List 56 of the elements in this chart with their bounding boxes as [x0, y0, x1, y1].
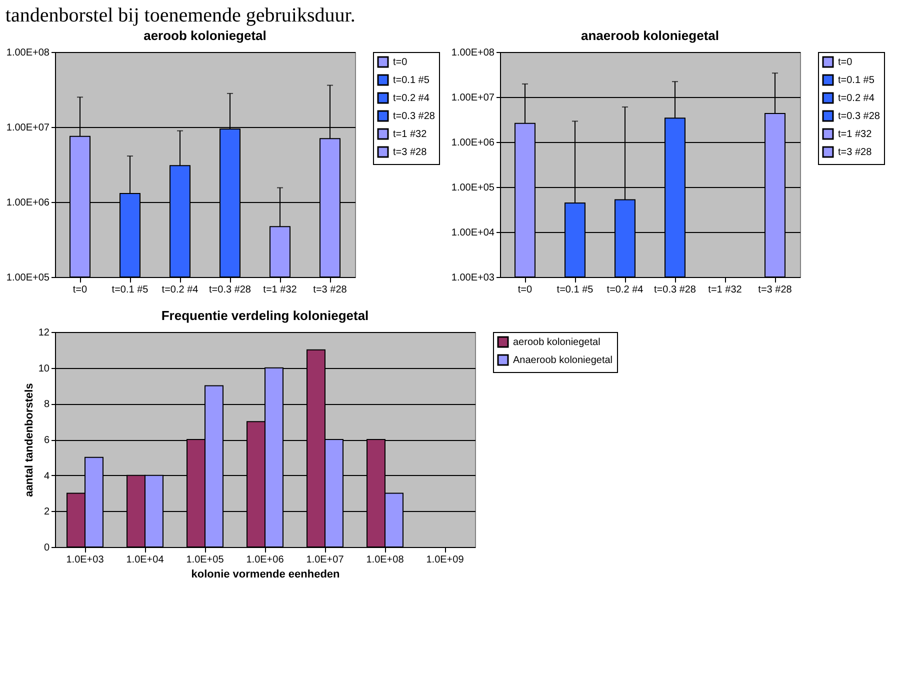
- x-tick-label: t=0: [72, 284, 88, 296]
- x-tick-label: 1.0E+06: [246, 554, 284, 566]
- y-tick-label: 0: [44, 542, 50, 554]
- y-tick-label: 1.00E+06: [451, 138, 495, 148]
- x-tick-label: 1.0E+04: [126, 554, 164, 566]
- x-tick-label: t=0.3 #28: [209, 284, 252, 296]
- y-tick-label: 1.00E+05: [6, 272, 50, 284]
- chart-title: anaeroob koloniegetal: [581, 28, 719, 43]
- y-tick-label: 8: [44, 399, 50, 410]
- legend-label: t=0.2 #4: [838, 93, 875, 104]
- chart-title: Frequentie verdeling koloniegetal: [161, 308, 369, 323]
- x-tick-label: t=3 #28: [313, 284, 348, 296]
- legend-label: t=0: [838, 57, 853, 68]
- y-tick-label: 6: [44, 435, 50, 446]
- x-tick-label: t=0.3 #28: [654, 284, 696, 296]
- x-tick-label: 1.0E+09: [426, 554, 464, 566]
- legend-label: t=0.3 #28: [393, 111, 436, 122]
- y-tick-label: 1.00E+06: [6, 198, 50, 208]
- x-tick-label: t=0.2 #4: [162, 284, 199, 296]
- legend-label: t=0.3 #28: [838, 111, 880, 122]
- y-tick-label: 1.00E+04: [451, 228, 495, 238]
- x-tick-label: t=0.2 #4: [606, 284, 644, 296]
- text: tandenborstel bij toenemende gebruiksduur.: [5, 4, 356, 26]
- x-tick-label: t=0: [518, 284, 533, 296]
- y-tick-label: 4: [44, 470, 50, 482]
- y-axis-title: aantal tandenborstels: [23, 383, 36, 497]
- legend-label: t=0.2 #4: [393, 93, 430, 104]
- legend-label: aeroob koloniegetal: [513, 337, 600, 348]
- y-tick-label: 1.00E+03: [451, 272, 495, 284]
- legend-label: t=1 #32: [393, 129, 428, 140]
- legend-label: t=3 #28: [838, 147, 872, 158]
- x-tick-label: 1.0E+07: [306, 554, 344, 566]
- y-tick-label: 1.00E+07: [6, 122, 50, 134]
- x-tick-label: 1.0E+03: [66, 554, 104, 566]
- legend-label: t=0: [393, 57, 408, 68]
- y-tick-label: 12: [38, 328, 50, 338]
- x-tick-label: t=3 #28: [758, 284, 792, 296]
- x-tick-label: t=0.1 #5: [112, 284, 149, 296]
- legend-label: t=1 #32: [838, 129, 872, 140]
- legend-label: t=0.1 #5: [838, 75, 875, 86]
- x-tick-label: 1.0E+08: [366, 554, 404, 566]
- y-tick-label: 1.00E+08: [451, 48, 495, 58]
- x-axis-title: kolonie vormende eenheden: [191, 568, 340, 580]
- x-tick-label: t=0.1 #5: [556, 284, 594, 296]
- y-tick-label: 1.00E+05: [451, 182, 495, 194]
- x-tick-label: t=1 #32: [708, 284, 742, 296]
- y-tick-label: 2: [44, 506, 50, 518]
- chart-title: aeroob koloniegetal: [144, 28, 266, 43]
- x-tick-label: 1.0E+05: [186, 554, 224, 566]
- legend-label: t=3 #28: [393, 147, 428, 158]
- y-tick-label: 1.00E+07: [451, 92, 495, 104]
- legend-label: t=0.1 #5: [393, 75, 430, 86]
- y-tick-label: 10: [38, 363, 50, 374]
- x-tick-label: t=1 #32: [263, 284, 298, 296]
- y-tick-label: 1.00E+08: [6, 48, 50, 58]
- legend-label: Anaeroob koloniegetal: [513, 355, 613, 366]
